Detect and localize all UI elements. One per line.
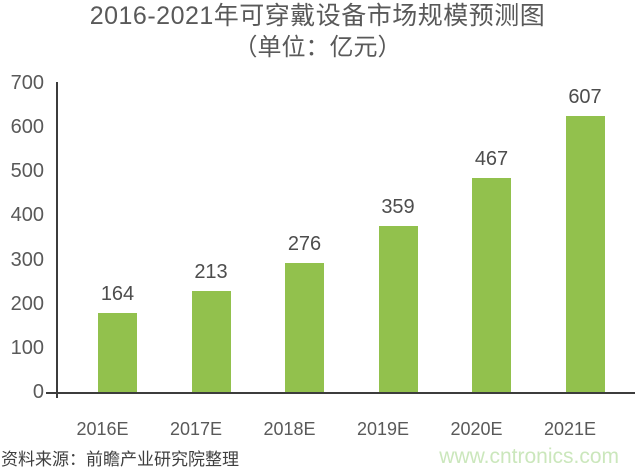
y-tick-label: 700 xyxy=(10,72,44,94)
x-axis-label: 2017E xyxy=(169,419,223,439)
bar-2019E xyxy=(378,226,418,392)
y-tick-label: 400 xyxy=(10,204,44,227)
x-axis-label: 2018E xyxy=(263,419,316,439)
bar-2018E xyxy=(285,263,324,392)
y-tick-label: 600 xyxy=(10,116,44,139)
y-tick-label: 300 xyxy=(10,248,44,271)
x-axis-label: 2019E xyxy=(356,419,410,439)
watermark: www.cntronics.com xyxy=(439,445,619,468)
bar-value-label: 164 xyxy=(100,283,135,305)
bar-value-label: 359 xyxy=(381,196,415,218)
bar-value-label: 213 xyxy=(194,261,228,283)
x-axis-label: 2016E xyxy=(76,419,129,439)
x-axis-line xyxy=(46,392,635,394)
bar-2016E xyxy=(98,313,137,392)
y-tick-label: 100 xyxy=(10,336,44,359)
chart-subtitle: （单位：亿元） xyxy=(233,34,402,61)
source-note: 资料来源：前瞻产业研究院整理 xyxy=(1,450,239,469)
bar-2021E xyxy=(565,116,605,392)
chart-title: 2016-2021年可穿戴设备市场规模预测图 xyxy=(89,2,546,30)
x-axis-label: 2020E xyxy=(450,419,503,439)
y-tick-label: 500 xyxy=(10,160,44,183)
bar-2017E xyxy=(191,291,231,392)
bar-value-label: 467 xyxy=(474,148,509,170)
y-axis-line xyxy=(56,82,58,398)
y-tick-label: 200 xyxy=(10,292,44,315)
bar-value-label: 276 xyxy=(287,233,322,255)
bar-2020E xyxy=(472,178,511,392)
y-tick-label: 0 xyxy=(32,381,44,403)
x-axis-label: 2021E xyxy=(543,419,597,439)
bar-value-label: 607 xyxy=(568,86,602,108)
